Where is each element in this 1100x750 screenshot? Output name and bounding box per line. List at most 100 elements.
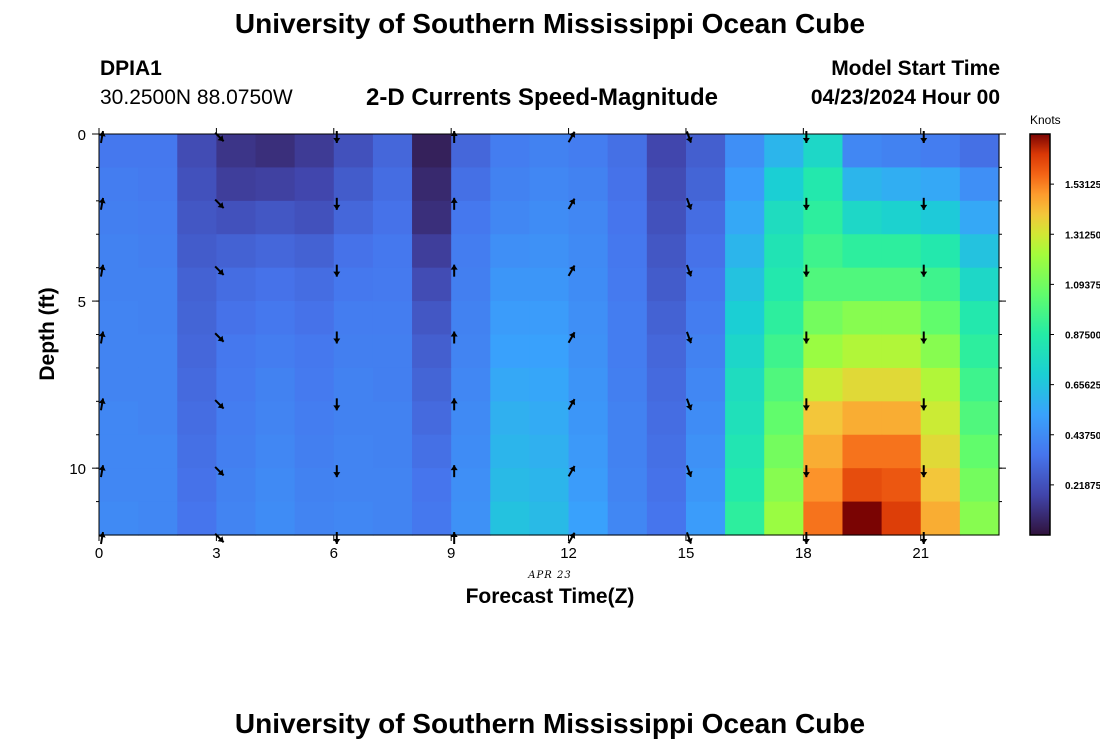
heatmap-cell [842,134,883,169]
heatmap-cell [764,367,804,402]
heatmap-cell [725,301,765,336]
heatmap-cell [451,434,491,469]
heatmap-cell [881,301,922,336]
heatmap-cell [529,501,570,536]
heatmap-cell [725,501,765,536]
heatmap-cell [646,434,687,469]
station-coordinates: 30.2500N 88.0750W [100,86,293,109]
heatmap-cell [685,468,726,503]
heatmap-cell [646,134,687,169]
heatmap-cell [607,167,648,202]
heatmap-cell [294,267,335,302]
heatmap-cell [881,267,922,302]
heatmap-cell [607,200,648,235]
heatmap-cell [764,468,804,503]
heatmap-cell [177,200,217,235]
heatmap-cell [138,167,178,202]
heatmap-cell [333,301,374,336]
heatmap-cell [803,301,844,336]
current-vector [333,331,341,344]
heatmap-cell [255,200,296,235]
y-tick-label: 10 [69,461,86,478]
heatmap-cell [412,401,452,436]
current-vector [685,131,693,143]
heatmap-cell [372,234,413,269]
current-vector [567,398,576,411]
current-vector [98,398,106,411]
heatmap-cell [842,167,883,202]
y-tick-label: 5 [78,294,86,311]
current-vector [920,465,928,478]
heatmap-cell [490,301,531,336]
heatmap-cell [920,468,961,503]
heatmap-cell [607,468,648,503]
heatmap-cell [725,401,765,436]
heatmap-cell [607,367,648,402]
heatmap-cell [646,301,687,336]
heatmap-cell [685,167,726,202]
heatmap-cell [333,134,374,169]
heatmap-cell [568,134,609,169]
heatmap-cell [646,234,687,269]
heatmap-cell [842,334,883,369]
heatmap-cell [216,301,257,336]
heatmap-cell [333,334,374,369]
heatmap-cell [216,501,257,536]
heatmap-cell [646,501,687,536]
heatmap-cell [803,200,844,235]
heatmap-cell [646,267,687,302]
heatmap-cell [451,468,491,503]
heatmap-cell [959,134,1000,169]
heatmap-cell [725,434,765,469]
current-vector [450,264,458,277]
colorbar-tick-label: 1.09375 [1065,280,1100,291]
current-vector [685,465,693,478]
heatmap-cell [451,167,491,202]
heatmap-cell [99,367,139,402]
heatmap-cell [725,167,765,202]
current-vector [920,398,928,411]
heatmap-cell [333,267,374,302]
heatmap-cell [959,267,1000,302]
heatmap-cell [138,200,178,235]
heatmap-cell [842,401,883,436]
current-vector [333,131,341,143]
current-vector [333,532,341,544]
current-vector [920,532,928,544]
heatmap-cell [490,167,531,202]
heatmap-cell [959,234,1000,269]
heatmap-cell [764,234,804,269]
current-vector [333,264,341,277]
heatmap-cell [764,501,804,536]
heatmap-cell [959,434,1000,469]
heatmap-cell [842,501,883,536]
heatmap-cell [607,234,648,269]
current-vector [98,465,106,478]
heatmap-cell [177,501,217,536]
heatmap-cell [294,134,335,169]
heatmap-cell [138,301,178,336]
heatmap-cell [568,401,609,436]
heatmap-cell [294,334,335,369]
heatmap-cell [255,501,296,536]
heatmap-cell [412,167,452,202]
heatmap-cell [803,134,844,169]
footer-title: University of Southern Mississippi Ocean… [234,708,866,739]
heatmap-cell [881,134,922,169]
heatmap-cell [881,434,922,469]
current-vector [920,197,928,210]
heatmap-cell [607,401,648,436]
heatmap-cell [490,200,531,235]
heatmap-cell [725,134,765,169]
heatmap-cell [803,501,844,536]
heatmap-cell [959,501,1000,536]
heatmap-cell [920,501,961,536]
colorbar-tick-label: 0.21875 [1065,481,1100,492]
heatmap-cell [177,267,217,302]
current-vector [920,131,928,143]
heatmap-cell [372,468,413,503]
heatmap-cell [412,367,452,402]
heatmap-cell [138,401,178,436]
current-vector [685,331,693,344]
heatmap-cell [451,401,491,436]
